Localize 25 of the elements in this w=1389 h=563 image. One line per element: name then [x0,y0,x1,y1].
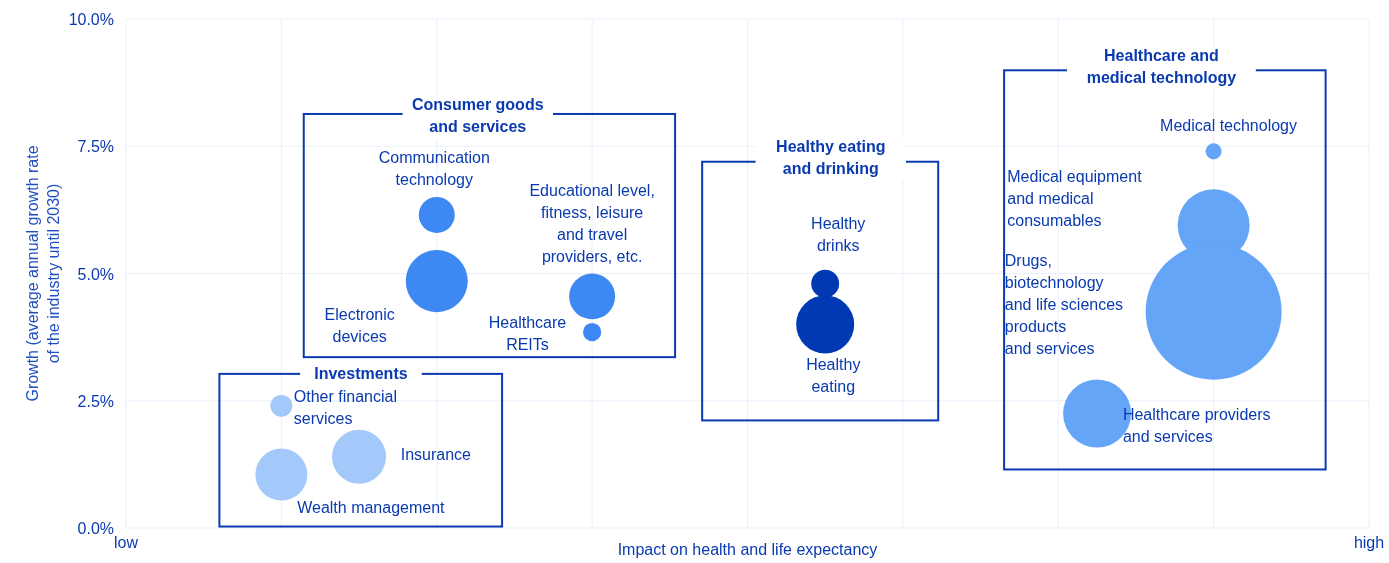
annotation: Communication technology [378,149,490,188]
annotation: Insurance [400,446,472,463]
x-tick-label: low [113,534,139,551]
annotation: Medical equipment and medical consumables [1007,168,1143,229]
annotation: Healthy eating [806,356,861,395]
y-axis-title: Growth (average annual growth rate of the industry until 2030) [24,145,62,402]
x-tick-label: high [1353,534,1385,551]
y-tick-label: 7.5% [77,138,114,156]
annotation: Consumer goods and services [411,96,544,135]
y-tick-label: 2.5% [77,392,114,410]
y-tick-label: 0.0% [77,520,114,537]
y-tick-label: 5.0% [77,265,114,283]
annotation: Other financial services [293,388,397,427]
annotation: Healthcare REITs [488,314,567,353]
annotation: Drugs, biotechnology and life sciences products and services [1004,252,1124,357]
annotation: Electronic devices [324,306,395,345]
annotation: Wealth management [297,499,446,516]
annotation: Healthy eating and drinking [776,138,886,177]
y-tick-label: 10.0% [68,11,114,28]
annotation: Healthcare and medical technology [1086,47,1237,86]
annotation: Investments [314,365,408,382]
annotation: Healthy drinks [811,215,866,254]
annotation: Medical technology [1160,117,1298,134]
annotation: Educational level, fitness, leisure and travel providers, etc. [529,182,655,265]
x-axis-title: Impact on health and life expectancy [617,541,878,558]
